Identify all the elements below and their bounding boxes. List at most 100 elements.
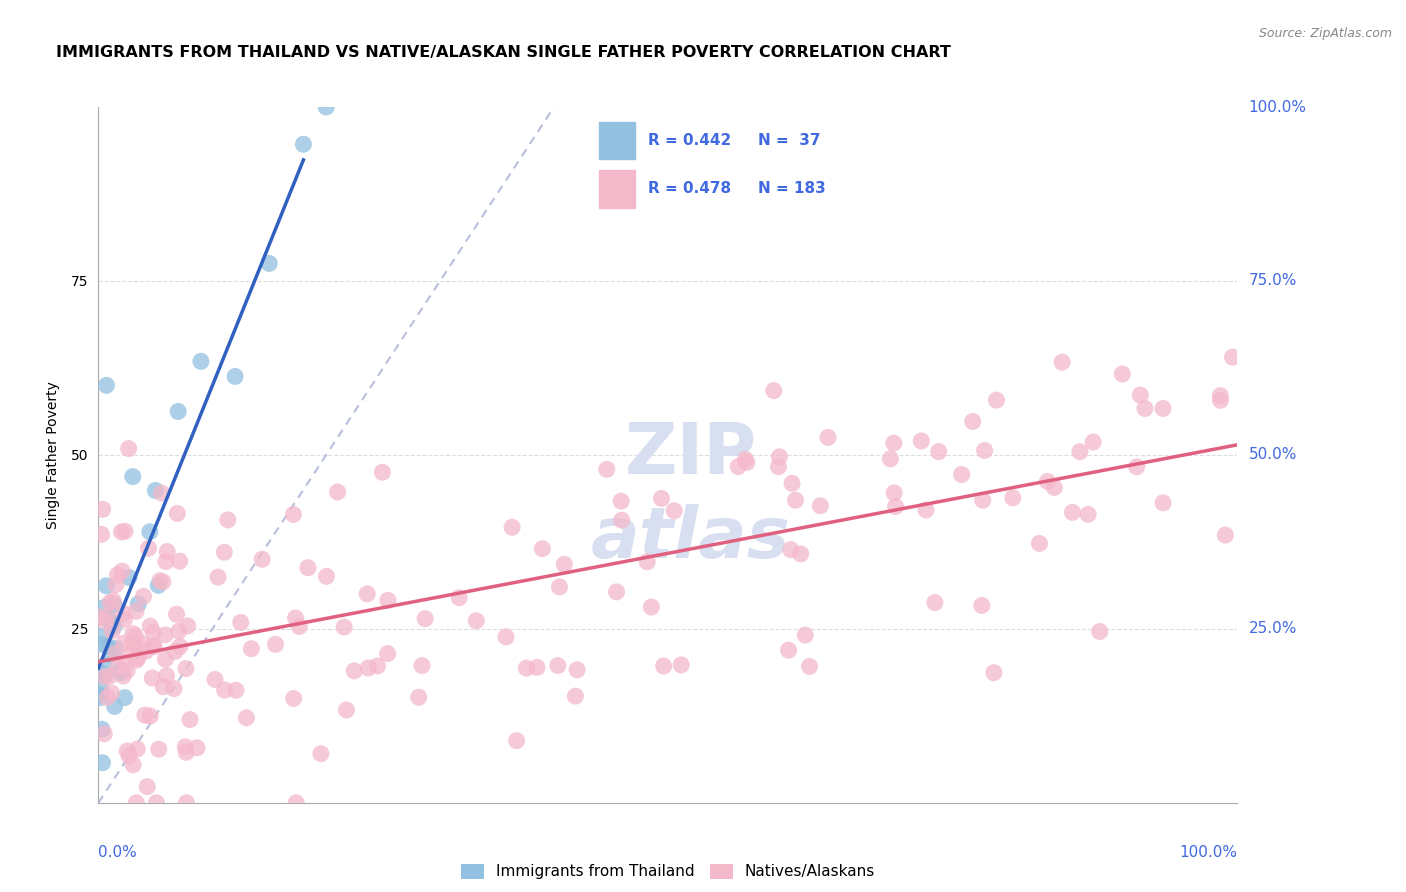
Point: [155, 555, 177, 569]
Point: [149, 574, 172, 588]
Text: R = 0.442: R = 0.442: [648, 133, 731, 148]
Point: [1043, 480, 1066, 494]
Point: [91, 502, 114, 516]
Point: [156, 544, 179, 558]
Point: [98, 669, 121, 683]
Point: [138, 541, 160, 556]
Point: [229, 615, 252, 630]
Point: [669, 657, 692, 672]
Point: [90, 665, 112, 680]
Point: [108, 664, 131, 678]
Point: [143, 640, 166, 654]
Bar: [599, 122, 634, 160]
Point: [727, 459, 749, 474]
Point: [377, 593, 399, 607]
Point: [1111, 367, 1133, 381]
Point: [91, 629, 114, 643]
Point: [808, 499, 831, 513]
Text: ZIP: ZIP: [624, 420, 756, 490]
Text: R = 0.478: R = 0.478: [648, 181, 731, 196]
Point: [114, 657, 136, 672]
Point: [110, 524, 132, 539]
Point: [762, 384, 785, 398]
Point: [125, 604, 148, 618]
Point: [124, 629, 146, 643]
Point: [152, 680, 174, 694]
Point: [142, 639, 165, 653]
Point: [235, 711, 257, 725]
Point: [100, 615, 122, 630]
Text: 0.0%: 0.0%: [98, 845, 138, 860]
Point: [107, 567, 129, 582]
Point: [148, 578, 170, 592]
Point: [915, 503, 938, 517]
Point: [155, 628, 177, 642]
Point: [465, 614, 488, 628]
Point: [1081, 435, 1104, 450]
Text: 50.0%: 50.0%: [1249, 448, 1298, 462]
Text: 75.0%: 75.0%: [1249, 274, 1298, 288]
Point: [1222, 350, 1244, 364]
Point: [139, 709, 162, 723]
Legend: Immigrants from Thailand, Natives/Alaskans: Immigrants from Thailand, Natives/Alaska…: [454, 857, 882, 886]
Point: [96, 609, 118, 624]
Point: [371, 465, 394, 479]
Point: [155, 652, 177, 666]
Point: [1050, 355, 1073, 369]
Point: [779, 542, 801, 557]
Point: [315, 569, 337, 583]
Point: [986, 393, 1008, 408]
Point: [240, 641, 263, 656]
Point: [145, 796, 167, 810]
Bar: [599, 170, 634, 208]
Point: [973, 443, 995, 458]
Point: [127, 597, 149, 611]
Point: [799, 659, 821, 673]
Point: [101, 593, 124, 607]
Text: 100.0%: 100.0%: [1180, 845, 1237, 860]
Point: [121, 469, 143, 483]
Point: [174, 739, 197, 754]
Point: [564, 689, 586, 703]
Point: [734, 452, 756, 467]
Point: [1209, 389, 1232, 403]
Point: [366, 659, 388, 673]
Point: [297, 560, 319, 574]
Point: [285, 796, 308, 810]
Point: [1125, 459, 1147, 474]
Point: [166, 607, 188, 622]
Point: [174, 661, 197, 675]
Point: [112, 669, 135, 683]
Point: [224, 369, 246, 384]
Point: [596, 462, 619, 476]
Point: [135, 644, 157, 658]
Text: IMMIGRANTS FROM THAILAND VS NATIVE/ALASKAN SINGLE FATHER POVERTY CORRELATION CHA: IMMIGRANTS FROM THAILAND VS NATIVE/ALASK…: [56, 45, 950, 60]
Point: [1077, 508, 1099, 522]
Point: [89, 610, 111, 624]
Point: [292, 137, 315, 152]
Point: [1152, 401, 1174, 416]
Point: [110, 665, 132, 680]
Point: [139, 524, 162, 539]
Point: [93, 600, 115, 615]
Point: [259, 256, 281, 270]
Point: [114, 613, 136, 627]
Point: [103, 619, 125, 633]
Point: [950, 467, 973, 482]
Point: [1001, 491, 1024, 505]
Point: [650, 491, 672, 506]
Point: [132, 590, 155, 604]
Point: [115, 664, 138, 678]
Point: [883, 436, 905, 450]
Point: [94, 670, 117, 684]
Point: [165, 644, 187, 658]
Text: N =  37: N = 37: [758, 133, 821, 148]
Point: [90, 527, 112, 541]
Point: [817, 430, 839, 444]
Point: [288, 619, 311, 633]
Point: [125, 796, 148, 810]
Point: [207, 570, 229, 584]
Point: [150, 486, 173, 500]
Text: 25.0%: 25.0%: [1249, 622, 1298, 636]
Point: [190, 354, 212, 368]
